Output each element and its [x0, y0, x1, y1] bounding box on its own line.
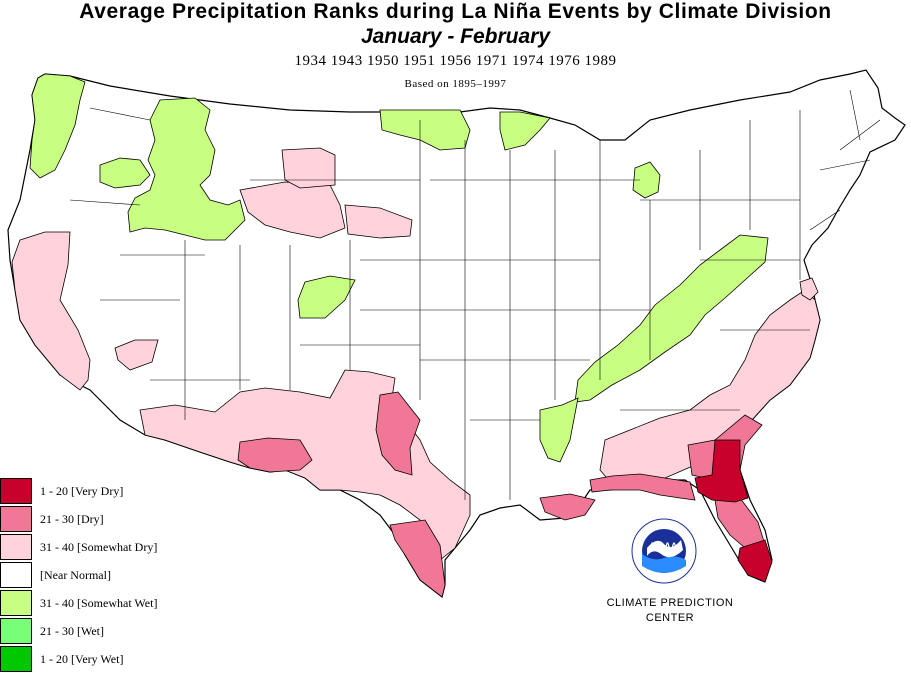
- legend-swatch: [0, 646, 32, 672]
- dry-region-montana-east: [281, 147, 336, 189]
- legend-label: [Near Normal]: [40, 568, 111, 582]
- dry-region-southeast: [599, 289, 821, 485]
- dry-region-new-mexico: [237, 437, 313, 473]
- legend-label: 1 - 20 [Very Wet]: [40, 652, 124, 666]
- dry-region-gulf-coast: [589, 473, 696, 501]
- legend-swatch: [0, 534, 32, 560]
- dry-region-california: [11, 231, 91, 391]
- legend-swatch: [0, 478, 32, 504]
- wet-region-colorado: [297, 275, 356, 319]
- wet-region-idaho-montana: [127, 97, 246, 241]
- somewhat-wet-regions: [29, 73, 769, 463]
- very-dry-region-south-florida: [737, 539, 773, 583]
- wet-region-washington-coast: [29, 73, 86, 179]
- noaa-logo-icon: NOAA: [631, 518, 697, 584]
- logo-text: NOAA: [651, 541, 678, 551]
- very-dry-region-georgia: [694, 439, 749, 503]
- credit-line-1: CLIMATE PREDICTION: [606, 597, 734, 609]
- wet-region-mississippi: [539, 397, 579, 463]
- legend-label: 31 - 40 [Somewhat Wet]: [40, 596, 158, 610]
- dry-region-delmarva: [799, 277, 819, 301]
- la-nina-years: 1934 1943 1950 1951 1956 1971 1974 1976 …: [294, 53, 617, 69]
- legend-item: 31 - 40 [Somewhat Dry]: [0, 534, 240, 562]
- very-dry-regions: [694, 439, 773, 583]
- legend-swatch: [0, 590, 32, 616]
- legend-item: 1 - 20 [Very Wet]: [0, 646, 240, 674]
- legend-swatch: [0, 618, 32, 644]
- map-subtitle: January - February: [360, 25, 551, 48]
- wet-region-north-dakota: [379, 109, 471, 151]
- credit-line-2: CENTER: [645, 612, 695, 624]
- wet-region-ohio-valley: [574, 234, 769, 403]
- base-period-note: Based on 1895–1997: [404, 78, 507, 90]
- dry-region-louisiana: [539, 493, 596, 521]
- legend-label: 31 - 40 [Somewhat Dry]: [40, 540, 158, 554]
- wet-region-michigan: [632, 161, 661, 199]
- interior-division-lines: [69, 89, 881, 500]
- legend-label: 21 - 30 [Wet]: [40, 624, 105, 638]
- legend-item: 31 - 40 [Somewhat Wet]: [0, 590, 240, 618]
- credit-block: CLIMATE PREDICTION CENTER: [580, 596, 760, 626]
- legend-swatch: [0, 506, 32, 532]
- dry-region-florida-central: [714, 497, 766, 549]
- dry-region-south-texas: [389, 519, 446, 598]
- dry-region-utah: [114, 339, 159, 371]
- dry-region-west-texas: [375, 391, 421, 476]
- legend-item: 1 - 20 [Very Dry]: [0, 478, 240, 506]
- legend-swatch: [0, 562, 32, 588]
- wet-region-oregon-east: [99, 157, 151, 189]
- legend-item: [Near Normal]: [0, 562, 240, 590]
- wet-region-minnesota: [499, 111, 551, 151]
- legend-item: 21 - 30 [Wet]: [0, 618, 240, 646]
- legend-label: 1 - 20 [Very Dry]: [40, 484, 124, 498]
- legend-item: 21 - 30 [Dry]: [0, 506, 240, 534]
- map-title: Average Precipitation Ranks during La Ni…: [79, 0, 832, 23]
- dry-region-south-dakota: [344, 204, 413, 239]
- dry-regions: [237, 391, 766, 598]
- legend-label: 21 - 30 [Dry]: [40, 512, 104, 526]
